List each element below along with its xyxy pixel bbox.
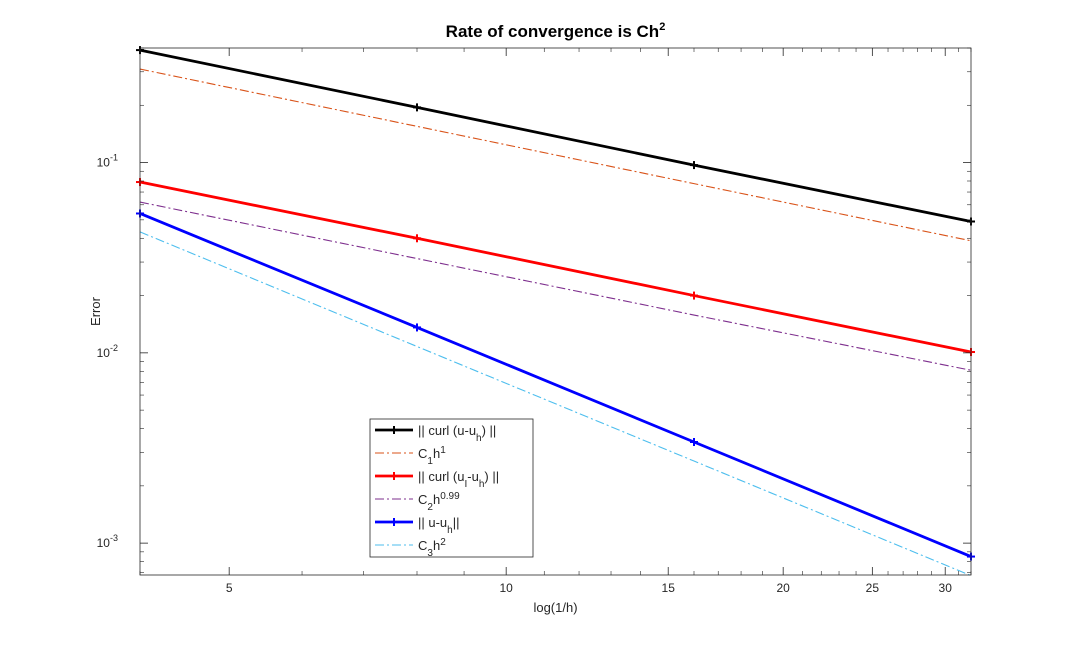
legend-label: C3h2: [418, 537, 446, 559]
plot-area: [140, 48, 971, 575]
legend-label: C2h0.99: [418, 491, 460, 513]
legend-entry: C2h0.99: [375, 491, 460, 513]
legend-entry: || curl (u-uh) ||: [375, 423, 496, 444]
x-tick-label: 25: [866, 581, 880, 595]
legend: || curl (u-uh) ||C1h1|| curl (uI-uh) ||C…: [369, 418, 534, 559]
y-tick-exponent: -1: [110, 153, 118, 163]
y-tick-exponent: -2: [110, 343, 118, 353]
data-point-marker: [690, 291, 698, 300]
legend-entry: C3h2: [375, 537, 446, 559]
series-line-6: [139, 231, 972, 577]
plot-border: [139, 47, 972, 576]
y-tick-exponent: -3: [110, 533, 118, 543]
x-tick-label: 20: [776, 581, 790, 595]
chart-title: Rate of convergence is Ch2: [446, 21, 666, 41]
legend-label: || curl (uI-uh) ||: [418, 469, 499, 490]
data-point-marker: [413, 234, 421, 243]
series-layer: [136, 46, 975, 577]
legend-entry: || curl (uI-uh) ||: [375, 469, 499, 490]
series-line-2: [139, 68, 972, 242]
legend-box: [369, 418, 534, 558]
x-tick-label: 30: [939, 581, 953, 595]
series-line-3: [139, 180, 972, 354]
series-line-5: [139, 212, 972, 558]
legend-entry: || u-uh||: [375, 515, 459, 536]
data-point-marker: [690, 437, 698, 446]
x-tick-label: 15: [662, 581, 676, 595]
data-point-marker: [690, 161, 698, 170]
x-axis-label: log(1/h): [533, 600, 577, 615]
chart-title-main: Rate of convergence is Ch: [446, 22, 660, 41]
legend-label: || u-uh||: [418, 515, 459, 536]
data-point-marker: [413, 103, 421, 112]
data-point-marker: [413, 323, 421, 332]
legend-label: || curl (u-uh) ||: [418, 423, 496, 444]
chart-title-exponent: 2: [659, 21, 665, 33]
y-axis-label: Error: [88, 296, 103, 326]
series-line-4: [139, 201, 972, 371]
series-line-1: [139, 48, 972, 223]
legend-label: C1h1: [418, 445, 446, 467]
x-tick-label: 10: [499, 581, 513, 595]
x-tick-label: 5: [226, 581, 233, 595]
legend-entry: C1h1: [375, 445, 446, 467]
